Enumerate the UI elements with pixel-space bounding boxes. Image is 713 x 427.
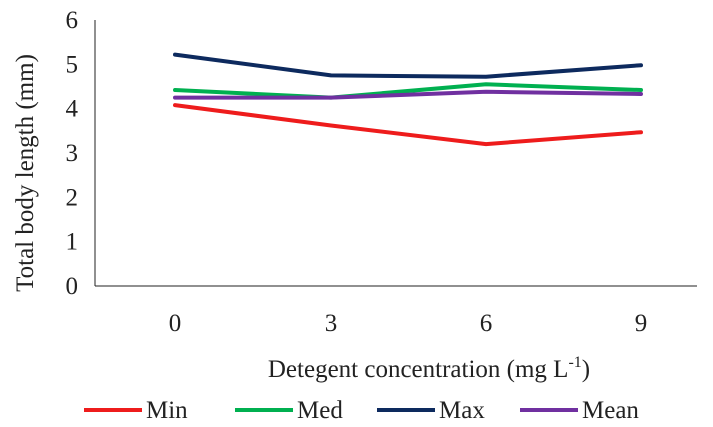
y-tick-label: 1 bbox=[66, 229, 79, 256]
y-tick-label: 5 bbox=[66, 51, 79, 78]
y-tick-labels: 0 1 2 3 4 5 6 bbox=[66, 7, 79, 300]
legend: Min Med Max Mean bbox=[84, 397, 639, 424]
legend-label-mean: Mean bbox=[582, 397, 639, 424]
legend-label-med: Med bbox=[297, 397, 343, 424]
x-tick-label: 3 bbox=[325, 310, 338, 337]
legend-label-min: Min bbox=[146, 397, 188, 424]
x-axis-title-tail: ) bbox=[582, 356, 590, 383]
y-tick-label: 3 bbox=[66, 140, 79, 167]
y-tick-label: 2 bbox=[66, 184, 79, 211]
legend-label-max: Max bbox=[439, 397, 485, 424]
axes bbox=[94, 20, 697, 287]
x-axis-title-main: Detegent concentration (mg L bbox=[268, 356, 569, 383]
series-lines bbox=[173, 52, 643, 147]
series-line-min bbox=[173, 103, 643, 147]
series-line-mean bbox=[173, 89, 643, 100]
x-tick-label: 9 bbox=[635, 310, 648, 337]
x-axis-title: Detegent concentration (mg L-1) bbox=[268, 354, 590, 383]
series-line-med bbox=[173, 82, 643, 100]
series-line-max bbox=[173, 52, 643, 79]
x-tick-labels: 0 3 6 9 bbox=[169, 310, 648, 337]
y-tick-label: 0 bbox=[66, 273, 79, 300]
x-tick-label: 0 bbox=[169, 310, 182, 337]
y-tick-label: 4 bbox=[66, 96, 79, 123]
x-tick-label: 6 bbox=[480, 310, 493, 337]
x-axis-title-superscript: -1 bbox=[568, 354, 581, 371]
y-tick-label: 6 bbox=[66, 7, 79, 34]
y-axis-title: Total body length (mm) bbox=[12, 54, 39, 292]
